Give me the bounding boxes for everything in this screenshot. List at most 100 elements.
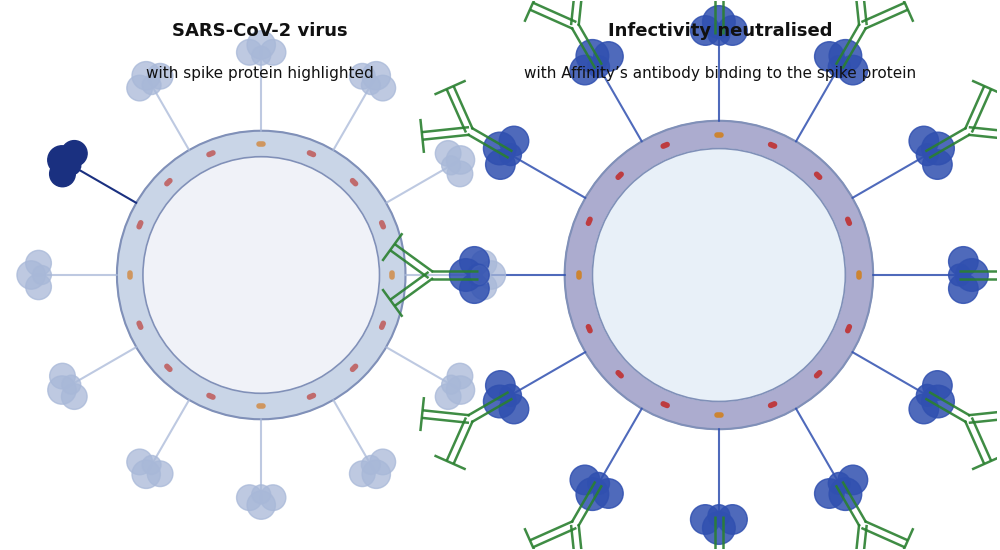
Circle shape: [588, 472, 609, 494]
Circle shape: [362, 460, 390, 488]
Circle shape: [499, 126, 529, 156]
Circle shape: [446, 146, 475, 174]
Circle shape: [916, 144, 938, 166]
Circle shape: [62, 156, 81, 175]
Circle shape: [238, 252, 251, 265]
Circle shape: [48, 376, 76, 404]
Circle shape: [923, 150, 952, 179]
Circle shape: [673, 282, 687, 295]
Circle shape: [477, 261, 505, 289]
Circle shape: [694, 250, 708, 264]
Circle shape: [370, 75, 396, 101]
Circle shape: [471, 274, 497, 300]
Circle shape: [219, 256, 232, 269]
Circle shape: [703, 6, 735, 38]
Circle shape: [442, 375, 461, 394]
Circle shape: [26, 274, 51, 300]
Circle shape: [694, 250, 708, 264]
Circle shape: [949, 246, 978, 276]
Circle shape: [673, 255, 687, 268]
Circle shape: [291, 281, 304, 294]
Circle shape: [588, 56, 609, 78]
Circle shape: [916, 384, 938, 406]
Circle shape: [460, 274, 489, 304]
Circle shape: [673, 255, 687, 268]
Circle shape: [486, 371, 515, 400]
Circle shape: [442, 156, 461, 175]
Text: with Affinity’s antibody binding to the spike protein: with Affinity’s antibody binding to the …: [524, 66, 916, 81]
Circle shape: [708, 24, 730, 45]
Circle shape: [594, 42, 623, 72]
Circle shape: [694, 286, 708, 300]
Text: Infectivity neutralised: Infectivity neutralised: [608, 22, 832, 40]
Circle shape: [271, 252, 284, 265]
Circle shape: [815, 42, 844, 72]
Circle shape: [220, 303, 233, 316]
Circle shape: [127, 75, 152, 101]
Circle shape: [922, 385, 954, 418]
Circle shape: [220, 303, 233, 316]
Circle shape: [751, 282, 764, 295]
Circle shape: [483, 132, 516, 165]
Circle shape: [698, 229, 712, 243]
Circle shape: [749, 231, 763, 245]
Circle shape: [730, 286, 744, 300]
Circle shape: [923, 371, 952, 400]
Circle shape: [260, 485, 286, 510]
Circle shape: [570, 465, 600, 494]
Text: with spike protein highlighted: with spike protein highlighted: [146, 66, 374, 81]
Circle shape: [828, 56, 850, 78]
Circle shape: [252, 46, 271, 65]
Circle shape: [751, 255, 764, 268]
Circle shape: [237, 485, 262, 510]
Circle shape: [838, 56, 868, 85]
Circle shape: [435, 384, 461, 409]
Circle shape: [219, 281, 232, 294]
Circle shape: [26, 250, 51, 276]
Circle shape: [828, 472, 850, 494]
Circle shape: [62, 375, 81, 394]
Circle shape: [267, 233, 280, 245]
Circle shape: [267, 233, 280, 245]
Circle shape: [698, 229, 712, 243]
Circle shape: [361, 455, 380, 474]
Circle shape: [592, 148, 845, 402]
Circle shape: [50, 161, 75, 187]
Circle shape: [703, 512, 735, 544]
Circle shape: [815, 478, 844, 508]
Circle shape: [142, 455, 161, 474]
Circle shape: [691, 505, 720, 534]
Circle shape: [725, 307, 739, 321]
Circle shape: [691, 16, 720, 45]
Circle shape: [147, 461, 173, 487]
Circle shape: [675, 305, 689, 319]
Circle shape: [349, 461, 375, 487]
Circle shape: [370, 449, 396, 475]
Circle shape: [718, 505, 747, 534]
Circle shape: [725, 229, 739, 243]
Circle shape: [838, 465, 868, 494]
Circle shape: [949, 264, 970, 286]
Circle shape: [252, 485, 271, 504]
Circle shape: [730, 250, 744, 264]
Circle shape: [730, 250, 744, 264]
Circle shape: [749, 231, 763, 245]
Circle shape: [289, 234, 302, 247]
Circle shape: [242, 305, 255, 317]
Circle shape: [675, 231, 689, 245]
Circle shape: [48, 146, 76, 174]
Circle shape: [471, 266, 490, 284]
Circle shape: [242, 233, 255, 245]
Circle shape: [673, 282, 687, 295]
Circle shape: [447, 363, 473, 389]
Circle shape: [956, 258, 988, 292]
Circle shape: [247, 31, 275, 59]
Circle shape: [127, 449, 152, 475]
Circle shape: [909, 394, 939, 424]
Circle shape: [471, 250, 497, 276]
Circle shape: [592, 148, 845, 402]
Circle shape: [500, 384, 521, 406]
Circle shape: [32, 266, 51, 284]
Circle shape: [132, 62, 160, 90]
Circle shape: [725, 307, 739, 321]
